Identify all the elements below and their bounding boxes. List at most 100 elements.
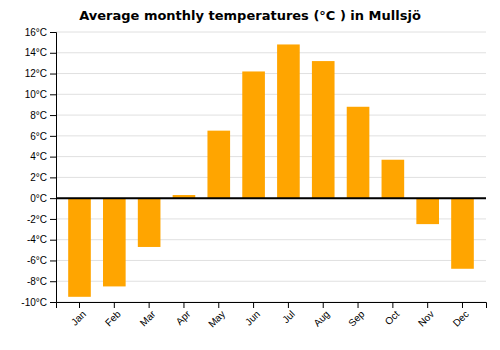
x-tick: Dec [451, 302, 471, 329]
x-tick-label: Jul [280, 308, 297, 325]
y-tick: -8°C [27, 276, 56, 287]
bar [138, 198, 161, 247]
bar [207, 131, 230, 199]
y-tick-label: 2°C [30, 172, 47, 183]
grid-line [56, 73, 486, 74]
bar [68, 198, 91, 297]
x-tick-label: Dec [451, 308, 471, 328]
x-tick-label: Oct [383, 308, 402, 327]
x-tick-mark [358, 302, 359, 308]
x-axis-line [57, 303, 487, 309]
chart: Average monthly temperatures (°C ) in Mu… [0, 0, 500, 350]
bar [312, 61, 335, 198]
y-tick: 0°C [30, 193, 56, 204]
y-tick-label: 8°C [30, 110, 47, 121]
y-tick-mark [50, 177, 56, 178]
y-tick-mark [50, 136, 56, 137]
x-tick-label: Feb [103, 308, 123, 328]
chart-container: Average monthly temperatures (°C ) in Mu… [0, 0, 500, 350]
y-tick-label: 6°C [30, 131, 47, 142]
y-tick-label: -4°C [27, 234, 47, 245]
y-tick-mark [50, 281, 56, 282]
x-tick-mark [114, 302, 115, 308]
x-tick-mark [79, 302, 80, 308]
x-tick: Jan [69, 302, 88, 328]
y-tick: 14°C [25, 47, 56, 58]
x-tick-mark [323, 302, 324, 308]
x-tick: Apr [174, 302, 193, 327]
y-tick-mark [50, 32, 56, 33]
bar [242, 71, 265, 198]
y-tick-label: 12°C [25, 68, 47, 79]
y-tick-mark [50, 302, 56, 303]
bar [277, 44, 300, 198]
grid-line [56, 52, 486, 53]
grid-line [56, 32, 486, 33]
x-tick-mark [183, 302, 184, 308]
title: Average monthly temperatures (°C ) in Mu… [79, 8, 421, 23]
y-tick: 16°C [25, 27, 56, 38]
x-tick-label: May [206, 308, 227, 329]
y-tick: -2°C [27, 214, 56, 225]
y-tick: 8°C [30, 110, 56, 121]
x-tick: Nov [416, 302, 436, 329]
x-tick-label: Jun [243, 308, 262, 327]
y-tick: -4°C [27, 234, 56, 245]
grid-line [56, 135, 486, 136]
x-tick: Mar [138, 302, 158, 328]
x-tick-label: Jan [69, 308, 88, 327]
y-tick-mark [50, 240, 56, 241]
x-tick-mark [149, 302, 150, 308]
x-tick: May [206, 302, 227, 330]
grid-line [56, 115, 486, 116]
x-tick-label: Sep [346, 308, 367, 329]
y-tick-label: 16°C [25, 27, 47, 38]
grid [56, 32, 486, 302]
y-tick-label: 0°C [30, 193, 47, 204]
x-tick-label: Mar [138, 308, 158, 328]
y-axis-line [50, 33, 57, 303]
y-tick-label: -8°C [27, 276, 47, 287]
x-tick-mark [392, 302, 393, 308]
y-tick-mark [50, 115, 56, 116]
y-tick: 6°C [30, 131, 56, 142]
x-tick: Oct [383, 302, 402, 327]
x-axis: Jan Feb Mar Apr May Jun Jul Aug Sep Oct Nov Dec [57, 302, 487, 330]
zero-line [56, 197, 486, 199]
y-tick-mark [50, 260, 56, 261]
plot: -10°C -8°C -6°C -4°C -2°C 0°C 2°C 4°C 6°C 8°C 10°C… [21, 27, 486, 330]
y-tick-mark [50, 198, 56, 199]
y-tick-label: -2°C [27, 214, 47, 225]
grid-line [56, 198, 486, 199]
x-tick-mark [288, 302, 289, 308]
x-tick-label: Nov [416, 308, 436, 328]
y-tick: 12°C [25, 68, 56, 79]
y-tick-label: 4°C [30, 151, 47, 162]
x-tick: Feb [103, 302, 123, 328]
bars [56, 44, 486, 296]
y-tick-mark [50, 53, 56, 54]
x-tick-mark [218, 302, 219, 308]
y-tick-label: -10°C [21, 297, 47, 308]
y-tick: -6°C [27, 255, 56, 266]
x-tick-label: Apr [174, 308, 193, 327]
x-tick: Jun [243, 302, 262, 328]
y-tick-label: -6°C [27, 255, 47, 266]
y-tick-label: 10°C [25, 89, 47, 100]
bar [451, 198, 474, 269]
x-tick-label: Aug [311, 308, 331, 328]
x-tick: Aug [311, 302, 331, 329]
bar [103, 198, 126, 286]
grid-line [56, 94, 486, 95]
bar [416, 198, 439, 224]
y-tick: 10°C [25, 89, 56, 100]
y-tick-mark [50, 74, 56, 75]
bar [347, 107, 370, 198]
y-tick-label: 14°C [25, 47, 47, 58]
y-tick-mark [50, 157, 56, 158]
y-tick: 2°C [30, 172, 56, 183]
y-tick: 4°C [30, 151, 56, 162]
x-tick: Jul [280, 302, 297, 325]
y-tick-mark [50, 219, 56, 220]
x-tick-mark [462, 302, 463, 308]
